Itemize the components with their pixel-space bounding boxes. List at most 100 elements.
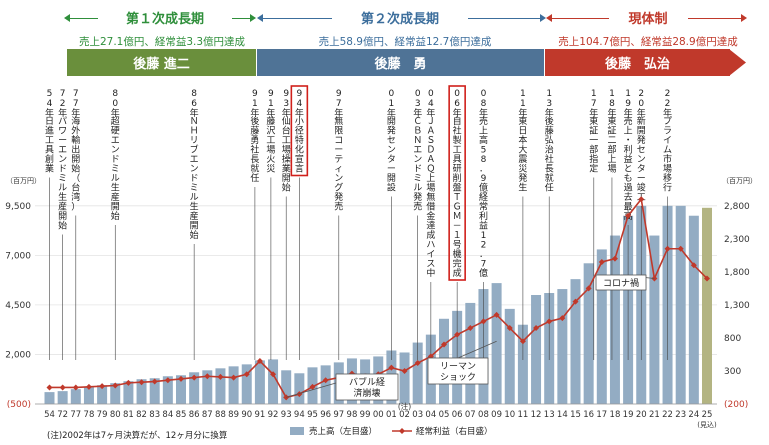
- bubble-callout-text: バブル経済崩壊: [349, 376, 385, 399]
- sales-bar: [176, 375, 186, 404]
- profit-point: [480, 318, 487, 325]
- phase-1-summary: 売上27.1億円、経常益3.3億円達成: [78, 36, 246, 48]
- sales-bar: [649, 235, 660, 404]
- left-tick-label: (500): [7, 400, 31, 410]
- left-tick-label: 9,500: [5, 202, 31, 212]
- corona-callout-box: [595, 274, 647, 291]
- x-tick-label: 89: [228, 410, 239, 420]
- event-text: 無限コーティング発売: [334, 115, 343, 213]
- event-text: 小径特化宣言: [295, 116, 304, 175]
- x-tick-label: 11: [517, 410, 528, 420]
- arrowhead-icon: [64, 14, 70, 22]
- event-text: 新開発センター竣工: [637, 115, 646, 203]
- profit-point: [559, 315, 566, 322]
- sales-bar: [123, 381, 134, 404]
- arrowhead-icon: [250, 14, 256, 22]
- x-tick-label: 72: [57, 410, 68, 420]
- profit-point: [467, 325, 474, 332]
- x-tick-label: 80: [110, 410, 121, 420]
- x-tick-label: 10: [504, 410, 515, 420]
- profit-point: [99, 383, 106, 390]
- x-tick-label: 01: [386, 410, 397, 420]
- event-text: プライム市場移行: [663, 116, 672, 194]
- x-tick-label: 22: [662, 410, 673, 420]
- x-tick-label: 14: [557, 410, 568, 420]
- phase-3-arrow-right: [688, 18, 743, 19]
- event-text: 売上・利益とも過去最高: [624, 115, 633, 222]
- x-tick-label: 92: [268, 410, 279, 420]
- profit-point: [230, 374, 237, 381]
- event-text: 後藤勇社長就任: [250, 115, 259, 184]
- profit-point: [611, 255, 618, 262]
- president-band-arrow: [729, 49, 746, 76]
- x-tick-label: 88: [215, 410, 226, 420]
- x-tick-label: 84: [162, 410, 173, 420]
- legend: 売上高（左目盛） 経常利益（右目盛）: [290, 426, 493, 437]
- sales-bar: [97, 385, 108, 404]
- event-text: 開発センター開設: [387, 116, 396, 194]
- sales-bar: [688, 215, 699, 404]
- phase-1-arrow-left: [68, 18, 98, 19]
- profit-point: [178, 375, 184, 382]
- forecast-note: (見込): [697, 420, 717, 429]
- x-tick-label: 91: [254, 410, 265, 420]
- profit-point: [164, 377, 171, 384]
- legend-profit-marker: [399, 428, 405, 434]
- sales-bar: [83, 387, 94, 404]
- event-text: 超硬エンドミル生産開始: [111, 115, 120, 222]
- phase-3-summary: 売上104.7億円、経常益28.9億円達成: [558, 36, 738, 48]
- x-tick-label: 03: [412, 410, 423, 420]
- event-text: 自社製工具研削盤ＴＧＭ－１号機完成: [453, 115, 462, 279]
- x-tick-label: 02: [399, 410, 410, 420]
- profit-point: [243, 371, 250, 378]
- sales-bar: [281, 370, 292, 404]
- corona-callout-text: コロナ禍: [603, 277, 639, 289]
- event-text: 藤沢工場火災: [266, 115, 275, 175]
- president-band-1: 後藤 進二: [67, 49, 256, 76]
- sales-bar: [215, 368, 226, 404]
- x-tick-label: 23: [675, 410, 686, 420]
- x-tick-label: 54: [44, 410, 55, 420]
- profit-point: [546, 318, 553, 325]
- profit-point: [441, 341, 447, 348]
- x-tick-label: 90: [241, 410, 252, 420]
- x-tick-label: 12: [531, 410, 542, 420]
- bubble-callout-box: [335, 373, 399, 401]
- profit-point: [677, 245, 684, 252]
- x-tick-label: 86: [189, 410, 200, 420]
- x-note-label: (注): [398, 401, 411, 411]
- profit-point: [690, 262, 697, 269]
- x-tick-label: 96: [320, 410, 331, 420]
- profit-point: [191, 374, 198, 381]
- x-tick-label: 20: [636, 410, 647, 420]
- phase-2-arrow-right: [468, 18, 544, 19]
- sales-bar: [702, 207, 712, 404]
- event-highlight-box: [290, 85, 309, 177]
- profit-point: [454, 331, 461, 338]
- profit-point: [638, 196, 645, 203]
- profit-point: [414, 360, 421, 367]
- sales-bar: [609, 235, 620, 404]
- legend-sales-label: 売上高（左目盛）: [309, 426, 377, 437]
- sales-bar: [412, 342, 423, 404]
- phase-2-title: 第２次成長期: [360, 12, 439, 27]
- x-tick-label: 77: [70, 410, 81, 420]
- sales-bar: [254, 360, 265, 404]
